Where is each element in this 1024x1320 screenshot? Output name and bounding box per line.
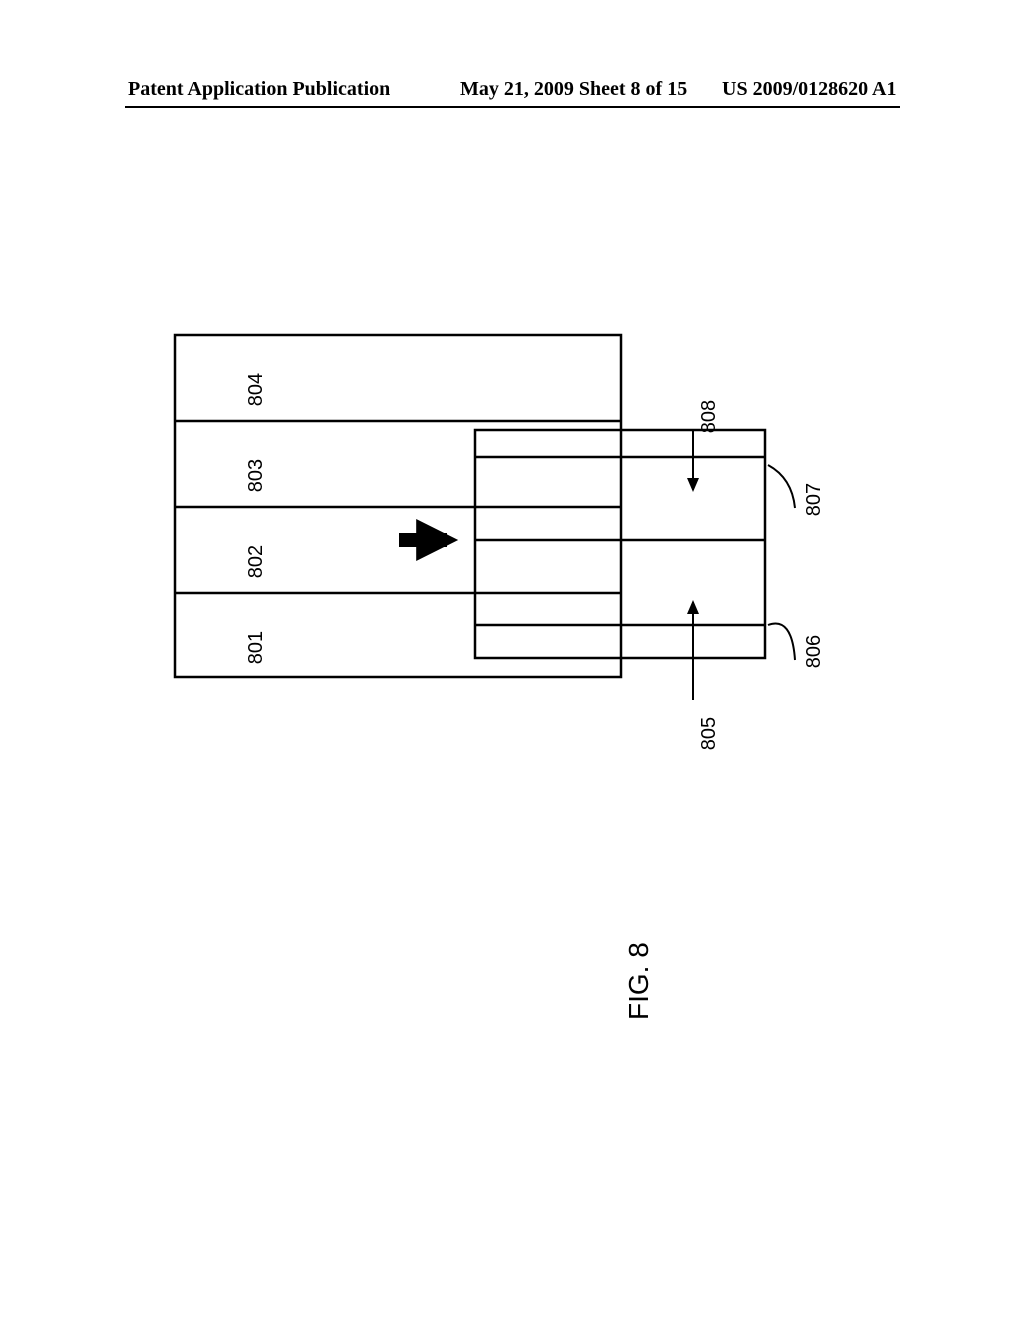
- diagram-svg: [0, 0, 1024, 1320]
- leader-807: [768, 465, 795, 508]
- leader-806: [768, 623, 795, 660]
